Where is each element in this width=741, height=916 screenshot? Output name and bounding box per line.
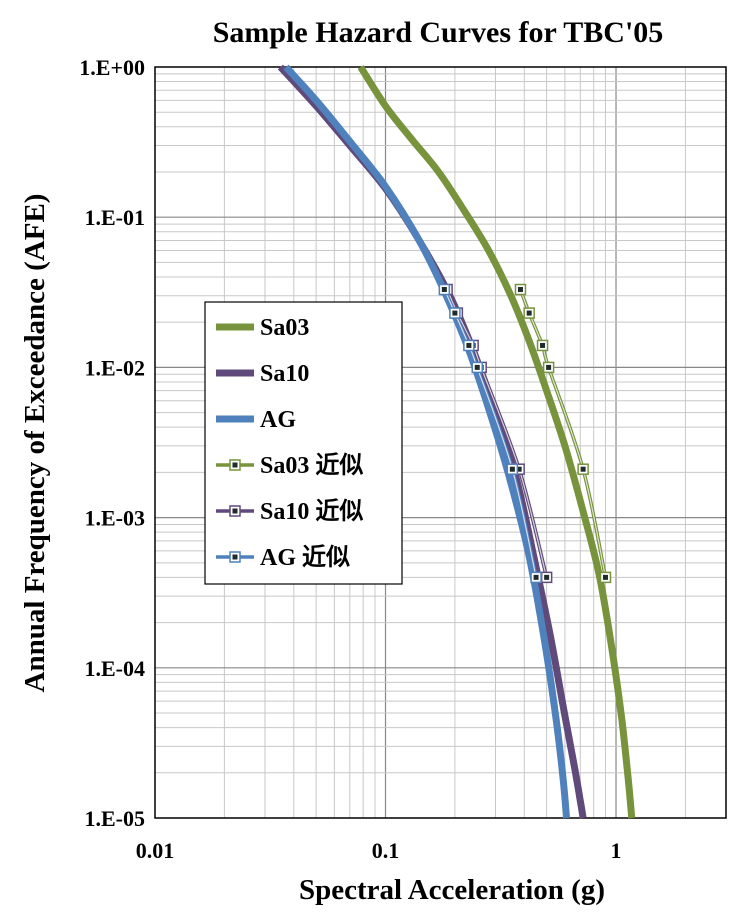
legend-marker-core: [232, 554, 238, 560]
y-tick-label: 1.E-03: [85, 506, 146, 531]
approx-point-marker-core: [441, 287, 447, 293]
gridlines: [155, 67, 726, 818]
approx-point-marker-core: [452, 310, 458, 316]
approx-point-marker-core: [602, 574, 608, 580]
x-tick-label: 0.1: [372, 838, 400, 863]
x-tick-label: 0.01: [136, 838, 175, 863]
y-axis-label: Annual Frequency of Exceedance (AFE): [19, 194, 51, 693]
legend-label: AG 近似: [260, 544, 350, 571]
approx-point-marker-core: [474, 364, 480, 370]
plot-area: [154, 66, 727, 819]
approx-point-marker-core: [516, 466, 522, 472]
approx-point-marker-core: [466, 342, 472, 348]
legend-marker-core: [232, 508, 238, 514]
legend-label: AG: [260, 407, 296, 433]
legend-marker-core: [232, 462, 238, 468]
x-tick-label: 1: [611, 838, 622, 863]
legend-label: Sa03 近似: [260, 452, 363, 479]
approx-point-marker-core: [540, 342, 546, 348]
x-axis-label: Spectral Acceleration (g): [299, 874, 605, 906]
legend-label: Sa10 近似: [260, 498, 363, 525]
approx-point-marker-core: [533, 574, 539, 580]
y-tick-label: 1.E-01: [85, 205, 146, 230]
approx-point-marker-core: [546, 364, 552, 370]
series-layer: [277, 64, 636, 819]
chart-title: Sample Hazard Curves for TBC'05: [213, 16, 664, 49]
approx-point-marker-core: [526, 310, 532, 316]
series-line-ag: [283, 64, 570, 819]
y-tick-label: 1.E-02: [85, 355, 146, 380]
approx-point-marker-core: [509, 466, 515, 472]
axis-ticks: 0.01 0.1 1 1.E+00 1.E-01 1.E-02 1.E-03 1.E-04 1.…: [79, 55, 621, 863]
legend: Sa03 Sa10 AG Sa03 近似 Sa10 近似 AG 近似: [204, 301, 403, 585]
legend-box: [204, 301, 403, 585]
y-tick-label: 1.E+00: [79, 55, 145, 80]
approx-point-marker-core: [580, 466, 586, 472]
approx-point-marker-core: [517, 287, 523, 293]
y-tick-label: 1.E-04: [85, 656, 146, 681]
y-tick-label: 1.E-05: [85, 806, 146, 831]
legend-label: Sa03: [260, 315, 309, 341]
legend-label: Sa10: [260, 361, 309, 387]
approx-point-marker-core: [544, 574, 550, 580]
series-line-sa03: [357, 65, 636, 819]
